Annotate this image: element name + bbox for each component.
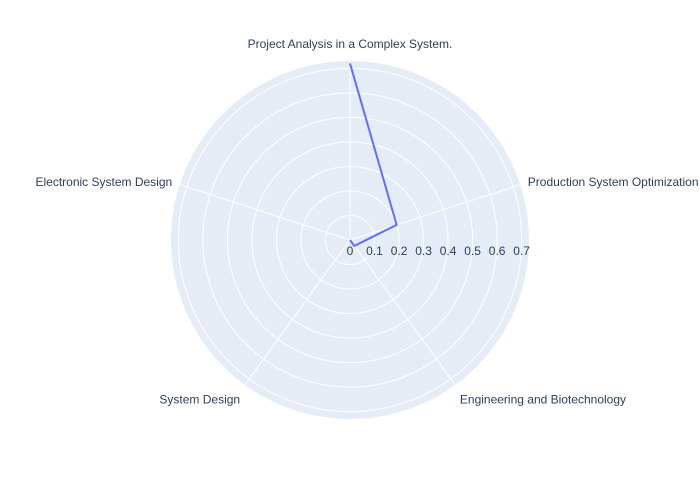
radial-tick-label: 0.6 xyxy=(489,244,506,258)
grid-spoke xyxy=(349,184,521,241)
category-labels: Project Analysis in a Complex System. Pro… xyxy=(35,37,700,406)
polar-grid xyxy=(177,61,523,413)
category-label: Engineering and Biotechnology xyxy=(460,392,626,406)
series-layer xyxy=(349,63,398,247)
category-label: Production System Optimization in Chemic… xyxy=(528,175,700,189)
grid-spoke xyxy=(349,239,456,386)
category-label: System Design xyxy=(159,392,240,406)
radial-tick-label: 0.4 xyxy=(440,244,457,258)
radial-tick-label: 0.2 xyxy=(391,244,408,258)
series-line xyxy=(349,63,398,247)
radial-tick-label: 0.1 xyxy=(366,244,383,258)
grid-spoke xyxy=(244,239,351,386)
radial-tick-label: 0.7 xyxy=(513,244,530,258)
radial-tick-labels: 0 0.1 0.2 0.3 0.4 0.5 0.6 0.7 xyxy=(347,244,531,258)
category-label: Electronic System Design xyxy=(35,175,172,189)
radial-tick-label: 0 xyxy=(347,244,354,258)
category-label: Project Analysis in a Complex System. xyxy=(248,37,453,51)
radial-tick-label: 0.3 xyxy=(415,244,432,258)
radial-tick-label: 0.5 xyxy=(464,244,481,258)
grid-spoke xyxy=(179,184,351,241)
